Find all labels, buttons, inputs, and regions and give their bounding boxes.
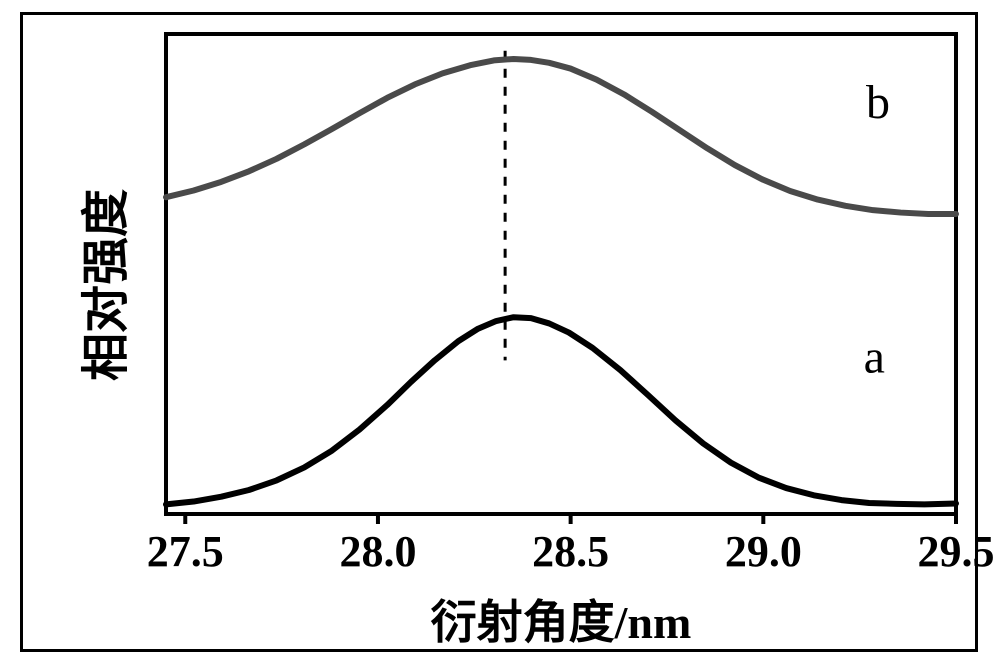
x-tick-label: 28.5 [532, 527, 609, 576]
series-a [166, 317, 956, 504]
plot-svg: 27.5 28.0 28.5 29.0 29.5 a b [0, 0, 1000, 669]
x-tick-label: 29.5 [918, 527, 995, 576]
figure-root: 27.5 28.0 28.5 29.0 29.5 a b 相对强度 衍射角度/nm [0, 0, 1000, 669]
x-tick-label: 29.0 [725, 527, 802, 576]
x-axis-title: 衍射角度/nm [166, 586, 956, 652]
series-label-a: a [864, 330, 885, 383]
y-axis-title: 相对强度 [66, 185, 136, 385]
series-label-b: b [866, 76, 890, 129]
x-tick-label: 27.5 [147, 527, 224, 576]
series-b [166, 59, 956, 214]
x-tick-label: 28.0 [339, 527, 416, 576]
